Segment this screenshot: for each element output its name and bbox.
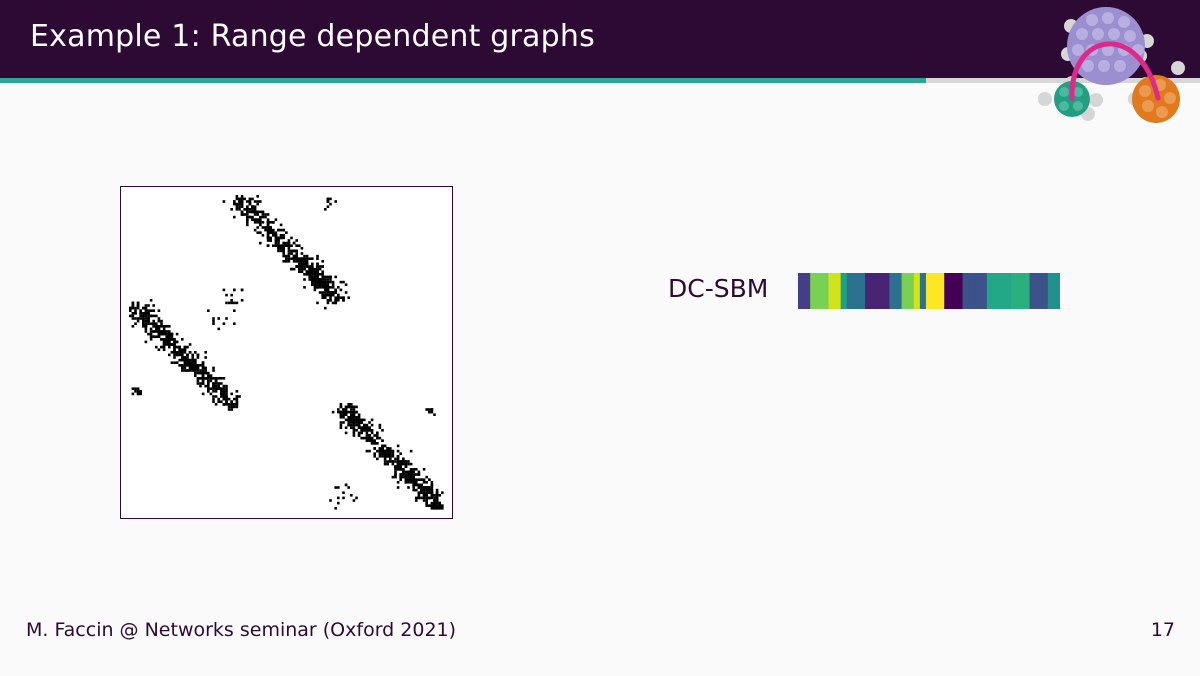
partition-cell: [1017, 273, 1025, 309]
partition-cell: [865, 273, 872, 309]
partition-cell: [871, 273, 878, 309]
partition-cell: [877, 273, 884, 309]
partition-cell: [992, 273, 1000, 309]
partition-cell: [1041, 273, 1049, 309]
progress-bar-fill: [0, 78, 927, 83]
partition-cell: [1005, 273, 1012, 309]
partition-cell: [846, 273, 854, 309]
partition-cell: [852, 273, 860, 309]
footer-text: M. Faccin @ Networks seminar (Oxford 202…: [26, 619, 457, 641]
partition-cell: [1035, 273, 1043, 309]
partition-cell: [840, 273, 848, 309]
partition-cell: [858, 273, 866, 309]
partition-cell: [1047, 273, 1055, 309]
partition-cell: [816, 273, 823, 309]
adjacency-matrix-plot: [120, 186, 453, 519]
partition-cell: [980, 273, 988, 309]
partition-cell: [962, 273, 970, 309]
partition-cell: [919, 273, 927, 309]
method-label: DC-SBM: [668, 274, 769, 303]
adjacency-matrix-image: [129, 195, 444, 510]
partition-cell: [913, 273, 921, 309]
partition-cell: [999, 273, 1006, 309]
partition-cell: [883, 273, 890, 309]
partition-cell: [986, 273, 994, 309]
partition-cell: [834, 273, 842, 309]
partition-cell: [1029, 273, 1037, 309]
partition-cell: [810, 273, 817, 309]
partition-cell: [901, 273, 909, 309]
partition-cell: [950, 273, 958, 309]
progress-bar: [0, 78, 1200, 83]
partition-cell: [968, 273, 976, 309]
partition-cell: [804, 273, 811, 309]
partition-cell: [925, 273, 933, 309]
network-logo-icon: [1038, 7, 1185, 123]
partition-cell: [889, 273, 897, 309]
partition-cell: [974, 273, 982, 309]
logo-edge: [1069, 41, 1161, 101]
partition-cell: [1023, 273, 1031, 309]
partition-colorbar: [798, 273, 1060, 309]
partition-cell: [828, 273, 836, 309]
slide-header: Example 1: Range dependent graphs: [0, 0, 1200, 78]
page-number: 17: [1150, 619, 1175, 641]
partition-cell: [895, 273, 903, 309]
partition-cell: [822, 273, 830, 309]
partition-cell: [798, 273, 805, 309]
slide-title: Example 1: Range dependent graphs: [30, 19, 595, 54]
partition-cell: [938, 273, 945, 309]
partition-cell: [1011, 273, 1018, 309]
partition-cell: [944, 273, 951, 309]
partition-cell: [1053, 273, 1060, 309]
partition-cell: [907, 273, 915, 309]
partition-cell: [956, 273, 964, 309]
partition-cell: [932, 273, 939, 309]
